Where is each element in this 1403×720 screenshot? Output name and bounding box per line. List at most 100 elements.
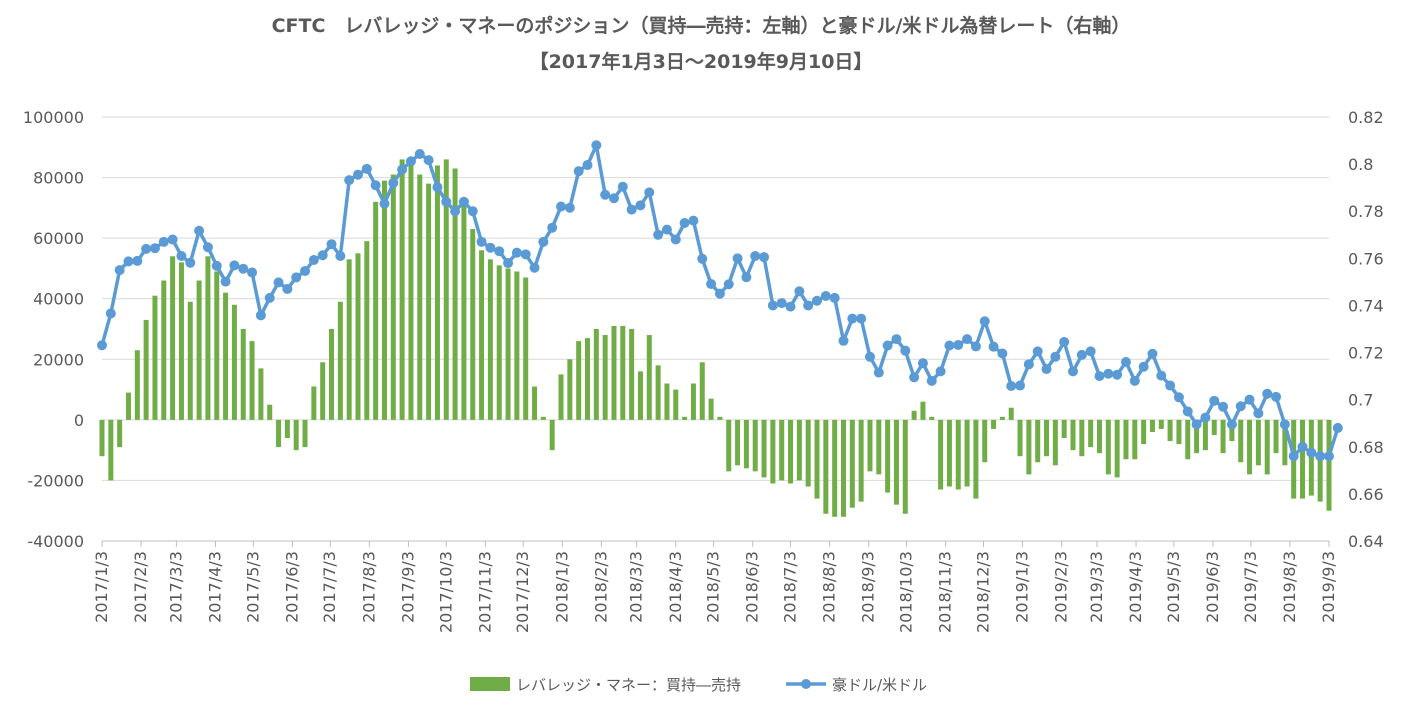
bar [973, 419, 979, 499]
bar [761, 419, 767, 478]
bar [1026, 419, 1032, 475]
x-tick-label: 2018/7/3 [781, 551, 800, 623]
bar [452, 168, 458, 420]
bar [549, 419, 555, 451]
line-point [132, 255, 143, 266]
bar [505, 268, 511, 420]
bar [902, 419, 908, 514]
line-point [414, 148, 425, 159]
line-point [1191, 419, 1202, 430]
x-tick-label: 2018/1/3 [552, 551, 571, 623]
line-point [556, 201, 567, 212]
line-point [388, 177, 399, 188]
line-point [882, 340, 893, 351]
x-tick-label: 2018/2/3 [591, 551, 610, 623]
bar [929, 416, 935, 420]
line-point [458, 196, 469, 207]
bar [540, 416, 546, 420]
bar [770, 419, 776, 484]
line-point [714, 288, 725, 299]
bar [655, 365, 661, 420]
bar [1017, 419, 1023, 457]
line-point [494, 246, 505, 257]
line-point [1297, 441, 1308, 452]
x-tick-label: 2017/9/3 [398, 551, 417, 623]
bar [1238, 419, 1244, 463]
bar [1123, 419, 1129, 460]
line-point [644, 187, 655, 198]
bar [982, 419, 988, 463]
x-axis: 2017/1/3 2017/2/3 2017/3/3 2017/4/3 2017/5/3… [92, 540, 1338, 633]
bar [1273, 419, 1279, 454]
x-tick-label: 2018/3/3 [627, 551, 646, 623]
bar [955, 419, 961, 490]
bar [911, 410, 917, 420]
x-tick-label: 2017/7/3 [320, 551, 339, 623]
line-point [1235, 401, 1246, 412]
line-point [149, 243, 160, 254]
line-point [635, 200, 646, 211]
line-point [688, 215, 699, 226]
bar [1114, 419, 1120, 478]
bar [1079, 419, 1085, 457]
x-tick-label: 2019/6/3 [1203, 551, 1222, 623]
bar [593, 329, 599, 420]
line-point [838, 335, 849, 346]
x-tick-label: 2019/9/3 [1319, 551, 1338, 623]
line-point [520, 249, 531, 260]
bar [805, 419, 811, 487]
bar [611, 325, 617, 420]
bar [408, 162, 414, 420]
line-point [1165, 380, 1176, 391]
bar [125, 392, 131, 420]
line-point [167, 234, 178, 245]
line-point [1306, 447, 1317, 458]
line-point [97, 340, 107, 351]
line-point [202, 242, 213, 253]
line-point [732, 253, 743, 264]
line-point [308, 254, 319, 265]
chart-title-line-1: CFTC レバレッジ・マネーのポジション（買持―売持：左軸）と豪ドル/米ドル為替… [272, 14, 1131, 37]
line-point [1103, 368, 1114, 379]
line-point [185, 257, 196, 268]
x-tick-label: 2018/5/3 [704, 551, 723, 623]
bar [858, 419, 864, 502]
bar [876, 419, 882, 475]
bar [231, 304, 237, 420]
bar [1141, 419, 1147, 445]
y-left-tick-label: -40000 [27, 532, 84, 551]
bar [885, 419, 891, 493]
bar [1096, 419, 1102, 454]
line-point [114, 265, 125, 276]
line-point [653, 229, 664, 240]
line-point [1182, 406, 1193, 417]
line-point [591, 140, 602, 151]
bar [276, 419, 282, 448]
bar [1044, 419, 1050, 457]
line-point [891, 334, 902, 345]
line-point [211, 260, 222, 271]
chart-title-line-2: 【2017年1月3日～2019年9月10日】 [530, 50, 873, 73]
line-point [1288, 451, 1299, 462]
line-point [679, 218, 690, 228]
line-point [441, 196, 452, 207]
line-point [1015, 380, 1026, 391]
x-tick-label: 2017/5/3 [243, 551, 262, 623]
bar [673, 389, 679, 420]
line-point [547, 222, 558, 233]
bar [1211, 419, 1217, 435]
line-point [300, 266, 311, 277]
line-point [1279, 419, 1290, 430]
line-point [926, 375, 937, 386]
bar [796, 419, 802, 481]
line-point [397, 164, 408, 175]
bar [814, 419, 820, 499]
y-right-tick-label: 0.74 [1348, 296, 1384, 315]
bar [576, 341, 582, 420]
x-tick-label: 2018/10/3 [897, 551, 916, 633]
x-tick-label: 2019/1/3 [1013, 551, 1032, 623]
line-point [1032, 346, 1043, 357]
line-point [750, 250, 761, 261]
y-right-tick-label: 0.8 [1348, 155, 1373, 174]
